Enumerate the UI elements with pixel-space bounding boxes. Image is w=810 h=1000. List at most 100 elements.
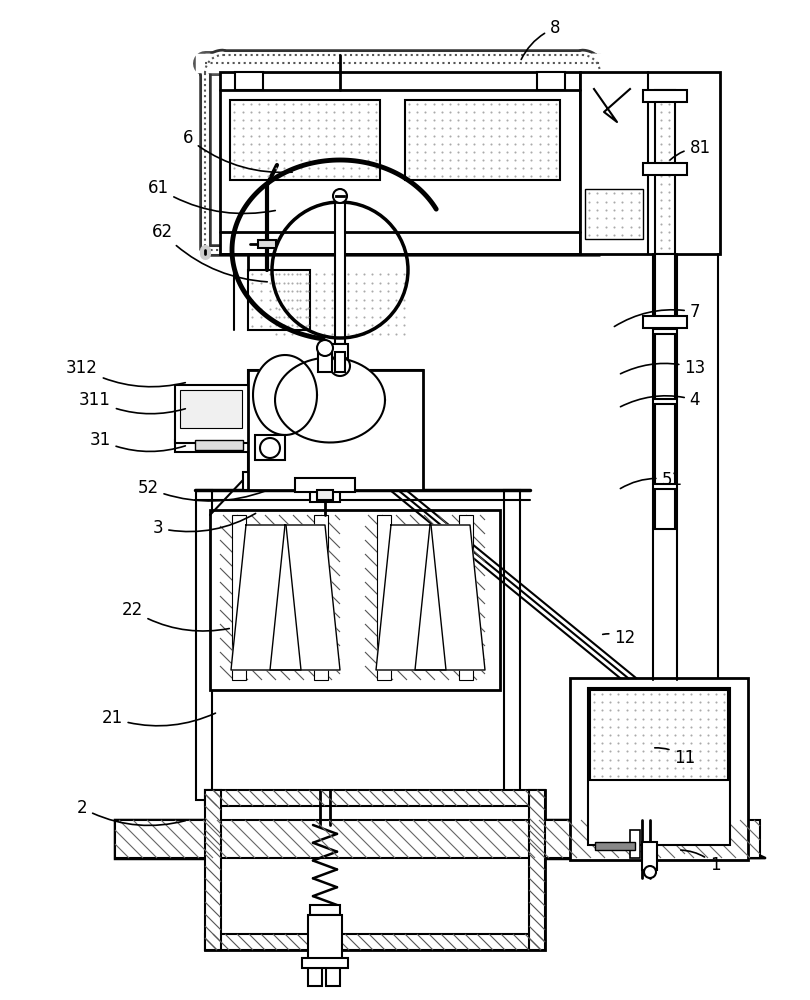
Bar bbox=[205, 790, 221, 950]
Bar bbox=[210, 510, 500, 690]
Bar bbox=[655, 489, 675, 529]
Polygon shape bbox=[253, 355, 317, 435]
Bar bbox=[314, 515, 328, 680]
Bar bbox=[308, 915, 342, 960]
Bar bbox=[310, 490, 340, 502]
Bar bbox=[272, 270, 408, 338]
Bar bbox=[655, 254, 675, 329]
Bar bbox=[295, 478, 355, 492]
Bar bbox=[630, 830, 640, 858]
Bar bbox=[232, 515, 246, 680]
Polygon shape bbox=[680, 820, 765, 858]
Bar bbox=[459, 515, 473, 680]
Circle shape bbox=[317, 340, 333, 356]
Bar bbox=[655, 334, 675, 399]
Text: 2: 2 bbox=[77, 799, 185, 825]
Text: 7: 7 bbox=[614, 303, 701, 327]
Bar bbox=[258, 240, 276, 248]
Bar bbox=[248, 370, 423, 490]
Text: 13: 13 bbox=[620, 359, 706, 377]
Bar bbox=[255, 435, 285, 460]
Bar bbox=[235, 72, 263, 90]
Circle shape bbox=[644, 866, 656, 878]
Circle shape bbox=[333, 189, 347, 203]
Bar bbox=[115, 820, 685, 858]
Text: 1: 1 bbox=[680, 850, 720, 874]
Text: 62: 62 bbox=[151, 223, 267, 282]
Text: 12: 12 bbox=[603, 629, 636, 647]
Bar bbox=[655, 254, 675, 329]
Text: 61: 61 bbox=[147, 179, 275, 214]
Bar bbox=[317, 490, 333, 500]
Bar bbox=[230, 100, 380, 180]
Bar bbox=[655, 404, 675, 484]
Text: 4: 4 bbox=[620, 391, 701, 409]
Circle shape bbox=[260, 438, 280, 458]
Text: 31: 31 bbox=[89, 431, 185, 451]
Text: 8: 8 bbox=[521, 19, 561, 59]
Bar bbox=[205, 55, 600, 250]
Bar bbox=[220, 515, 340, 680]
Polygon shape bbox=[272, 270, 408, 338]
Bar bbox=[642, 842, 657, 870]
Text: 6: 6 bbox=[183, 129, 292, 172]
Bar bbox=[195, 440, 243, 450]
Bar bbox=[205, 55, 600, 250]
Bar bbox=[332, 344, 348, 362]
Bar bbox=[248, 270, 310, 330]
Bar bbox=[504, 490, 520, 800]
Bar bbox=[529, 790, 545, 950]
Text: 11: 11 bbox=[654, 748, 696, 767]
Bar bbox=[180, 390, 242, 428]
Bar bbox=[643, 163, 687, 175]
Bar bbox=[175, 440, 340, 452]
Bar bbox=[588, 688, 730, 845]
Polygon shape bbox=[270, 525, 340, 670]
Text: 22: 22 bbox=[122, 601, 229, 631]
Circle shape bbox=[330, 356, 350, 376]
Bar bbox=[302, 958, 348, 968]
Polygon shape bbox=[275, 358, 385, 442]
Bar bbox=[405, 100, 560, 180]
Bar bbox=[335, 196, 345, 344]
Bar bbox=[655, 404, 675, 484]
Bar bbox=[570, 678, 748, 860]
Bar bbox=[335, 352, 345, 372]
Bar bbox=[326, 968, 340, 986]
Bar bbox=[196, 490, 212, 800]
Bar bbox=[585, 189, 643, 239]
Bar bbox=[590, 690, 728, 780]
Bar bbox=[377, 515, 391, 680]
Polygon shape bbox=[415, 525, 485, 670]
Text: 312: 312 bbox=[66, 359, 185, 387]
Bar bbox=[655, 90, 675, 254]
Bar bbox=[115, 820, 685, 858]
Polygon shape bbox=[376, 525, 446, 670]
Bar bbox=[205, 934, 545, 950]
Polygon shape bbox=[231, 525, 301, 670]
Text: 52: 52 bbox=[138, 479, 266, 501]
Text: 3: 3 bbox=[153, 513, 256, 537]
Bar bbox=[243, 472, 295, 490]
Bar bbox=[680, 820, 760, 858]
Bar bbox=[318, 352, 332, 372]
Text: 81: 81 bbox=[670, 139, 710, 160]
Bar bbox=[655, 334, 675, 399]
Bar bbox=[365, 515, 485, 680]
Bar bbox=[580, 72, 720, 254]
Text: 51: 51 bbox=[620, 471, 683, 489]
Bar bbox=[205, 790, 545, 950]
Bar bbox=[248, 370, 423, 490]
Bar bbox=[595, 842, 635, 850]
Bar bbox=[175, 385, 253, 443]
Bar bbox=[308, 968, 322, 986]
Bar bbox=[537, 72, 565, 90]
Bar bbox=[657, 92, 673, 252]
Bar bbox=[205, 790, 545, 806]
Bar bbox=[643, 316, 687, 328]
Text: 311: 311 bbox=[79, 391, 185, 414]
Bar bbox=[310, 905, 340, 915]
Bar bbox=[655, 489, 675, 529]
Bar bbox=[220, 72, 580, 254]
Bar bbox=[643, 90, 687, 102]
